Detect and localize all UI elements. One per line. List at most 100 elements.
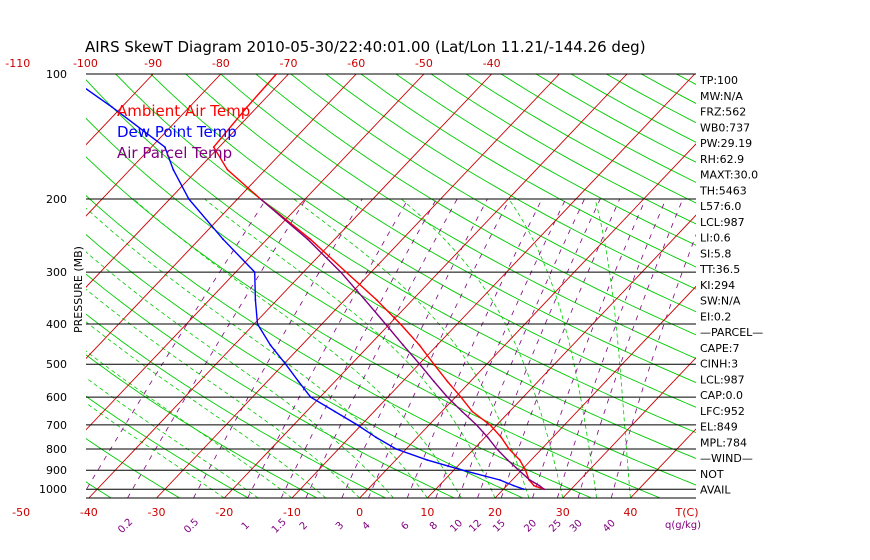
moist-adiabat <box>86 207 428 498</box>
top-temp-tick-label: -50 <box>415 57 433 70</box>
dry-adiabat <box>0 74 42 498</box>
mixing-ratio-label: 1.5 <box>270 517 289 536</box>
mixing-ratio-line <box>435 198 567 498</box>
data-point <box>533 484 535 487</box>
mixing-ratio-line <box>127 198 307 498</box>
mixing-ratio-line <box>341 198 488 498</box>
pressure-tick-label: 700 <box>46 419 67 432</box>
moist-adiabat <box>86 288 360 498</box>
mixing-ratio-line <box>406 198 543 498</box>
dry-adiabat <box>150 74 696 408</box>
data-point <box>517 469 520 472</box>
mixing-ratio-label: 1 <box>240 520 252 532</box>
isotherm <box>494 285 696 498</box>
index-label: NOT <box>700 468 724 481</box>
dry-adiabat <box>86 273 455 498</box>
data-point <box>446 396 449 398</box>
moist-adiabat <box>594 198 631 498</box>
temp-unit-label: T(C) <box>675 506 699 519</box>
top-temp-tick-label: -110 <box>5 57 30 70</box>
data-point <box>254 299 257 301</box>
data-point <box>528 479 531 481</box>
data-point <box>384 323 387 325</box>
dry-adiabat <box>86 395 249 498</box>
dry-adiabat <box>115 74 696 434</box>
mixing-ratio-line <box>247 198 409 498</box>
data-point <box>512 484 515 487</box>
mixing-ratio-line <box>305 198 458 498</box>
index-label: TP:100 <box>699 74 738 87</box>
pressure-tick-label: 400 <box>46 318 67 331</box>
moist-adiabat <box>204 198 496 498</box>
dry-adiabat <box>220 74 696 359</box>
data-point <box>543 488 545 491</box>
data-point <box>222 238 224 241</box>
dry-adiabat <box>185 74 696 384</box>
mixing-ratio-line <box>280 198 437 498</box>
bottom-temp-tick-label: -30 <box>148 506 166 519</box>
top-temp-tick-label: -60 <box>347 57 365 70</box>
bottom-temp-tick-label: -40 <box>80 506 98 519</box>
mixing-ratio-line <box>500 198 621 498</box>
series-line <box>260 198 545 490</box>
dry-adiabat <box>86 438 180 498</box>
index-label: KI:294 <box>700 279 735 292</box>
data-point <box>309 238 312 241</box>
data-point <box>395 448 397 450</box>
data-point <box>375 436 377 439</box>
data-point <box>375 299 378 301</box>
dry-adiabat <box>86 79 696 459</box>
data-point <box>356 424 359 426</box>
series-line <box>212 74 545 490</box>
mixing-ratio-label: 0.2 <box>116 517 135 536</box>
index-label: L57:6.0 <box>700 200 741 213</box>
dry-adiabat <box>255 74 696 336</box>
data-point <box>259 198 262 200</box>
mixing-ratio-label: 12 <box>467 518 484 535</box>
isotherm <box>766 74 870 498</box>
index-label: AVAIL <box>700 484 731 497</box>
bottom-temp-tick-label: 30 <box>556 506 570 519</box>
data-point <box>164 146 166 149</box>
top-temp-tick-label: -70 <box>280 57 298 70</box>
data-point <box>461 410 463 413</box>
dry-adiabat <box>641 74 696 104</box>
series-layer <box>86 74 545 491</box>
mixing-ratio-line <box>86 198 267 491</box>
data-point <box>475 424 478 426</box>
moist-adiabat <box>86 251 394 498</box>
moist-adiabat <box>86 402 225 498</box>
axes-layer: 1002003004005006007008009001000-120-110-… <box>5 57 701 536</box>
data-point <box>499 479 501 481</box>
dry-adiabat <box>325 74 696 290</box>
isotherm <box>291 74 696 498</box>
mixing-ratio-line <box>193 198 363 498</box>
data-point <box>297 380 300 383</box>
index-label: CAP:0.0 <box>700 389 743 402</box>
pressure-tick-label: 1000 <box>39 483 67 496</box>
moist-adiabat <box>293 198 530 498</box>
data-point <box>500 436 503 439</box>
index-label: —WIND— <box>700 452 753 465</box>
mixing-ratio-label: 25 <box>547 518 564 535</box>
data-point <box>345 271 347 273</box>
index-label: RH:62.9 <box>700 153 744 166</box>
mixing-ratio-label: 6 <box>399 520 411 532</box>
pressure-tick-label: 600 <box>46 391 67 404</box>
data-point <box>506 459 509 461</box>
data-point <box>460 396 462 398</box>
legend: Ambient Air Temp Dew Point Temp Air Parcel… <box>117 102 250 162</box>
pressure-tick-label: 900 <box>46 464 67 477</box>
mixing-ratio-line <box>577 198 684 498</box>
data-point <box>399 323 402 325</box>
chart-title: AIRS SkewT Diagram 2010-05-30/22:40:01.0… <box>85 38 646 56</box>
mixing-ratio-label: 2 <box>298 520 310 532</box>
data-point <box>253 271 256 273</box>
moist-adiabat <box>133 198 462 498</box>
index-label: PW:29.19 <box>700 137 752 150</box>
data-point <box>275 74 278 75</box>
mixing-ratio-line <box>557 198 667 498</box>
data-point <box>461 469 464 472</box>
data-point <box>433 363 435 366</box>
data-point <box>212 146 215 149</box>
